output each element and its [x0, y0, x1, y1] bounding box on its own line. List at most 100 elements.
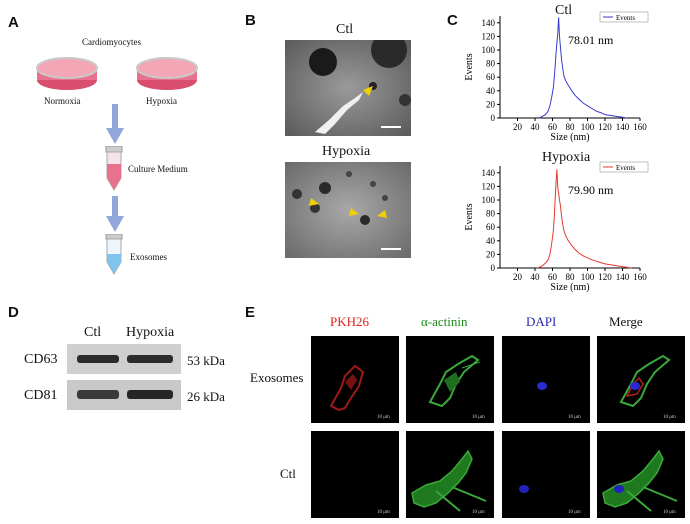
scale-label: 10 μm [663, 510, 676, 515]
y-axis-label: Events [464, 53, 475, 80]
legend: Events [599, 11, 649, 23]
wb-protein-cd63: CD63 [24, 352, 58, 367]
x-axis-label: Size (nm) [550, 282, 589, 293]
y-tick-label: 120 [482, 181, 496, 191]
wb-size-cd81: 26 kDa [187, 389, 225, 404]
y-tick-label: 0 [491, 263, 496, 273]
x-tick-label: 140 [616, 122, 630, 132]
x-tick-label: 40 [531, 122, 541, 132]
x-tick-label: 60 [548, 272, 558, 282]
if-image-ctl-pkh26: 10 μm [311, 431, 399, 518]
wb-col-ctl: Ctl [84, 325, 102, 340]
y-tick-label: 120 [482, 31, 496, 41]
x-tick-label: 160 [633, 122, 647, 132]
y-tick-label: 0 [491, 113, 496, 123]
x-tick-label: 140 [616, 272, 630, 282]
scale-label: 10 μm [472, 510, 485, 515]
legend-label: Events [616, 14, 635, 22]
x-tick-label: 120 [598, 122, 612, 132]
if-image-exo-actinin: 10 μm [406, 336, 494, 423]
panel-label-c: C [447, 12, 458, 29]
series-line [536, 169, 632, 269]
tem-ctl-title: Ctl [336, 22, 354, 37]
exosome-tube-icon [105, 234, 123, 275]
y-tick-label: 80 [486, 59, 496, 69]
if-header-merge: Merge [609, 314, 643, 329]
x-tick-label: 60 [548, 122, 558, 132]
y-tick-label: 40 [486, 236, 496, 246]
scale-label: 10 μm [663, 415, 676, 420]
exosomes-label: Exosomes [130, 252, 167, 262]
culture-tube-icon [105, 146, 123, 191]
if-row-ctl: Ctl [280, 466, 296, 481]
x-tick-label: 120 [598, 272, 612, 282]
chart-ctl-title: Ctl [555, 3, 573, 18]
y-tick-label: 20 [486, 99, 496, 109]
panel-a-schematic: Cardiomyocytes Normoxia Hypoxia Culture … [0, 0, 240, 290]
if-image-exo-merge: 10 μm [597, 336, 685, 423]
peak-annotation: 79.90 nm [568, 183, 614, 197]
if-row-exosomes: Exosomes [250, 370, 304, 385]
y-axis-label: Events [464, 203, 475, 230]
legend-label: Events [616, 164, 635, 172]
wb-protein-cd81: CD81 [24, 388, 58, 403]
legend-box [599, 11, 649, 23]
x-tick-label: 100 [581, 272, 595, 282]
wb-col-hypoxia: Hypoxia [126, 325, 175, 340]
x-axis-label: Size (nm) [550, 132, 589, 143]
y-tick-label: 100 [482, 195, 496, 205]
panel-label-a: A [8, 14, 19, 31]
legend-box [599, 161, 649, 173]
tem-image-ctl [285, 40, 411, 136]
scale-label: 10 μm [568, 415, 581, 420]
y-tick-label: 20 [486, 249, 496, 259]
y-tick-label: 80 [486, 209, 496, 219]
tem-image-hypoxia [285, 162, 411, 258]
y-tick-label: 40 [486, 86, 496, 96]
if-image-ctl-dapi: 10 μm [502, 431, 590, 518]
legend: Events [599, 161, 649, 173]
if-image-exo-pkh26: 10 μm [311, 336, 399, 423]
normoxia-label: Normoxia [44, 96, 81, 106]
x-tick-label: 160 [633, 272, 647, 282]
panel-label-b: B [245, 12, 256, 29]
x-tick-label: 80 [566, 272, 576, 282]
x-tick-label: 80 [566, 122, 576, 132]
panel-label-d: D [8, 304, 19, 321]
y-tick-label: 60 [486, 222, 496, 232]
scale-label: 10 μm [568, 510, 581, 515]
x-tick-label: 100 [581, 122, 595, 132]
panel-label-e: E [245, 304, 256, 321]
y-tick-label: 100 [482, 45, 496, 55]
hypoxia-dish-icon [136, 57, 198, 90]
if-header-pkh26: PKH26 [330, 314, 370, 329]
normoxia-dish-icon [36, 57, 98, 90]
scale-label: 10 μm [472, 415, 485, 420]
y-tick-label: 60 [486, 72, 496, 82]
wb-blot-cd63 [67, 344, 181, 374]
wb-blot-cd81 [67, 380, 181, 410]
culture-medium-label: Culture Medium [128, 164, 188, 174]
y-tick-label: 140 [482, 18, 496, 28]
y-tick-label: 140 [482, 168, 496, 178]
x-tick-label: 20 [513, 122, 523, 132]
chart-hypoxia-title: Hypoxia [542, 150, 591, 165]
if-image-ctl-actinin: 10 μm [406, 431, 494, 518]
hypoxia-label: Hypoxia [146, 96, 177, 106]
if-image-exo-dapi: 10 μm [502, 336, 590, 423]
tem-hypoxia-title: Hypoxia [322, 144, 371, 159]
if-header-actinin: α-actinin [421, 314, 468, 329]
x-tick-label: 20 [513, 272, 523, 282]
scale-label: 10 μm [377, 415, 390, 420]
series-line [539, 17, 627, 119]
if-header-dapi: DAPI [526, 314, 557, 329]
x-tick-label: 40 [531, 272, 541, 282]
if-image-ctl-merge: 10 μm [597, 431, 685, 518]
arrow-down-icon [106, 104, 124, 144]
wb-size-cd63: 53 kDa [187, 353, 225, 368]
scale-label: 10 μm [377, 510, 390, 515]
arrow-down-icon [106, 196, 124, 232]
cardiomyocytes-title: Cardiomyocytes [82, 37, 141, 47]
